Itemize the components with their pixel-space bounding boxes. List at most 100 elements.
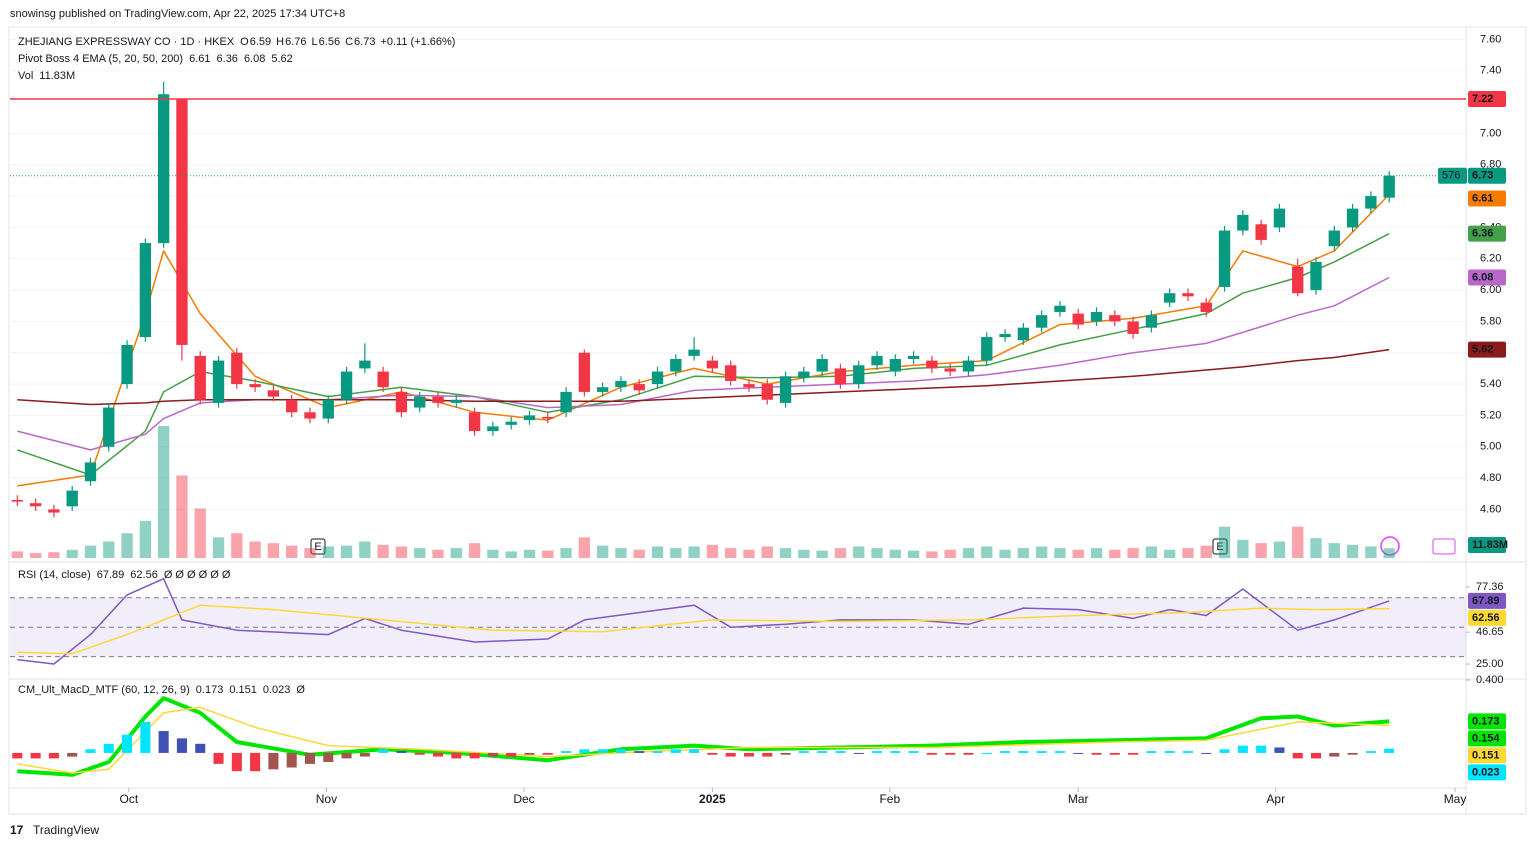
volume-bar bbox=[1365, 546, 1377, 558]
earnings-icon[interactable] bbox=[1212, 538, 1228, 555]
frame bbox=[8, 26, 1527, 815]
candle-body bbox=[944, 368, 956, 372]
histogram-bar bbox=[1000, 751, 1011, 753]
volume-bar bbox=[798, 549, 810, 558]
histogram-bar bbox=[286, 752, 297, 768]
hline-label: 7.22 bbox=[1472, 93, 1493, 105]
volume-bar bbox=[468, 543, 481, 558]
earnings-icon[interactable] bbox=[310, 538, 326, 555]
y-tick-label: 6.00 bbox=[1480, 284, 1501, 296]
volume-bar bbox=[267, 543, 280, 558]
candle-body bbox=[340, 371, 353, 400]
histogram-bar bbox=[432, 752, 444, 757]
volume-bar bbox=[121, 533, 133, 558]
y-tick-label: 5.80 bbox=[1480, 315, 1501, 327]
ohlc-value: 6.56 bbox=[319, 36, 340, 48]
y-tick-label: 6.20 bbox=[1480, 253, 1501, 265]
countdown: 576 bbox=[1442, 170, 1460, 182]
histogram-bar bbox=[853, 752, 864, 754]
volume-bar bbox=[1017, 548, 1030, 558]
candle-body bbox=[834, 368, 847, 385]
event-icon[interactable] bbox=[1380, 536, 1400, 556]
candle-body bbox=[1035, 315, 1048, 328]
x-tick-label: Dec bbox=[513, 792, 534, 806]
candle-body bbox=[633, 384, 645, 391]
candle-body bbox=[871, 355, 883, 366]
candle-body bbox=[322, 399, 334, 419]
histogram-bar bbox=[487, 752, 498, 757]
candle-body bbox=[11, 500, 23, 502]
candle-body bbox=[377, 371, 389, 388]
y-tick-label: 4.80 bbox=[1480, 472, 1501, 484]
candle-body bbox=[176, 98, 188, 345]
histogram-bar bbox=[1054, 751, 1065, 753]
volume-bar bbox=[1273, 541, 1286, 558]
y-tick-label: 5.40 bbox=[1480, 378, 1501, 390]
y-tick-label: 46.65 bbox=[1476, 626, 1504, 638]
histogram-bar bbox=[652, 751, 663, 753]
histogram-bar bbox=[1237, 745, 1248, 753]
volume-bar bbox=[29, 553, 42, 558]
volume-bar bbox=[194, 508, 206, 558]
earnings-icon-glyph: E bbox=[1216, 541, 1223, 553]
candle-body bbox=[889, 359, 901, 372]
ema-value-label-bg bbox=[1468, 269, 1506, 286]
candle-body bbox=[981, 337, 993, 361]
candle-body bbox=[779, 376, 792, 403]
histogram-bar bbox=[780, 752, 791, 755]
candle-body bbox=[1090, 312, 1103, 322]
volume-bar bbox=[212, 537, 225, 558]
ema-value-label: 6.08 bbox=[1472, 271, 1493, 283]
ohlc-value: 6.59 bbox=[250, 36, 271, 48]
histogram-bar bbox=[67, 752, 78, 757]
volume-bar bbox=[779, 548, 792, 558]
ema-line bbox=[17, 348, 1390, 406]
volume-bar bbox=[1035, 546, 1048, 558]
histogram-bar bbox=[158, 731, 169, 753]
candle-body bbox=[267, 390, 280, 397]
y-tick-label: 5.00 bbox=[1480, 441, 1501, 453]
histogram-bar bbox=[304, 752, 316, 764]
histogram-bar bbox=[1347, 752, 1358, 755]
logo-mark: 17 bbox=[10, 823, 24, 837]
volume-bar bbox=[560, 548, 572, 558]
candle-body bbox=[450, 399, 462, 403]
volume-bar bbox=[615, 548, 627, 558]
volume-bar bbox=[834, 548, 847, 558]
candle-body bbox=[615, 380, 627, 388]
volume-bar bbox=[1346, 544, 1359, 558]
volume-bar bbox=[487, 549, 499, 558]
indicator-value-label-bg bbox=[1468, 730, 1506, 747]
volume-bar bbox=[1383, 548, 1395, 558]
event-icon[interactable] bbox=[1432, 538, 1456, 555]
indicator-title: RSI (14, close) bbox=[18, 569, 91, 581]
y-tick-label: 0.400 bbox=[1476, 674, 1504, 686]
y-tick-label: 7.60 bbox=[1480, 33, 1501, 45]
histogram-bar bbox=[1201, 752, 1212, 754]
candle-body bbox=[1182, 293, 1194, 297]
indicator-value-label: 62.56 bbox=[1472, 612, 1500, 624]
histogram-bar bbox=[1365, 751, 1376, 753]
volume-bar bbox=[1127, 548, 1139, 558]
candle-body bbox=[926, 360, 938, 369]
x-tick-label: Mar bbox=[1068, 792, 1089, 806]
candle-body bbox=[1346, 208, 1359, 228]
candle-body bbox=[1328, 230, 1340, 247]
last-price-label: 6.73 bbox=[1472, 170, 1493, 182]
candle-body bbox=[651, 371, 664, 385]
earnings-icon-glyph: E bbox=[314, 541, 321, 553]
volume-bar bbox=[1054, 548, 1066, 558]
candle-body bbox=[907, 355, 920, 360]
indicator-value-label: 67.89 bbox=[1472, 595, 1500, 607]
symbol-title: ZHEJIANG EXPRESSWAY CO · 1D · HKEX bbox=[18, 36, 235, 48]
candle-body bbox=[596, 387, 609, 392]
indicator-value-label: 0.173 bbox=[1472, 715, 1500, 727]
volume-bar bbox=[688, 546, 700, 558]
y-tick-label: 5.20 bbox=[1480, 409, 1501, 421]
volume-bar bbox=[743, 549, 755, 558]
x-tick-label: Apr bbox=[1266, 792, 1285, 806]
candle-body bbox=[523, 415, 536, 421]
candle-body bbox=[432, 396, 444, 403]
